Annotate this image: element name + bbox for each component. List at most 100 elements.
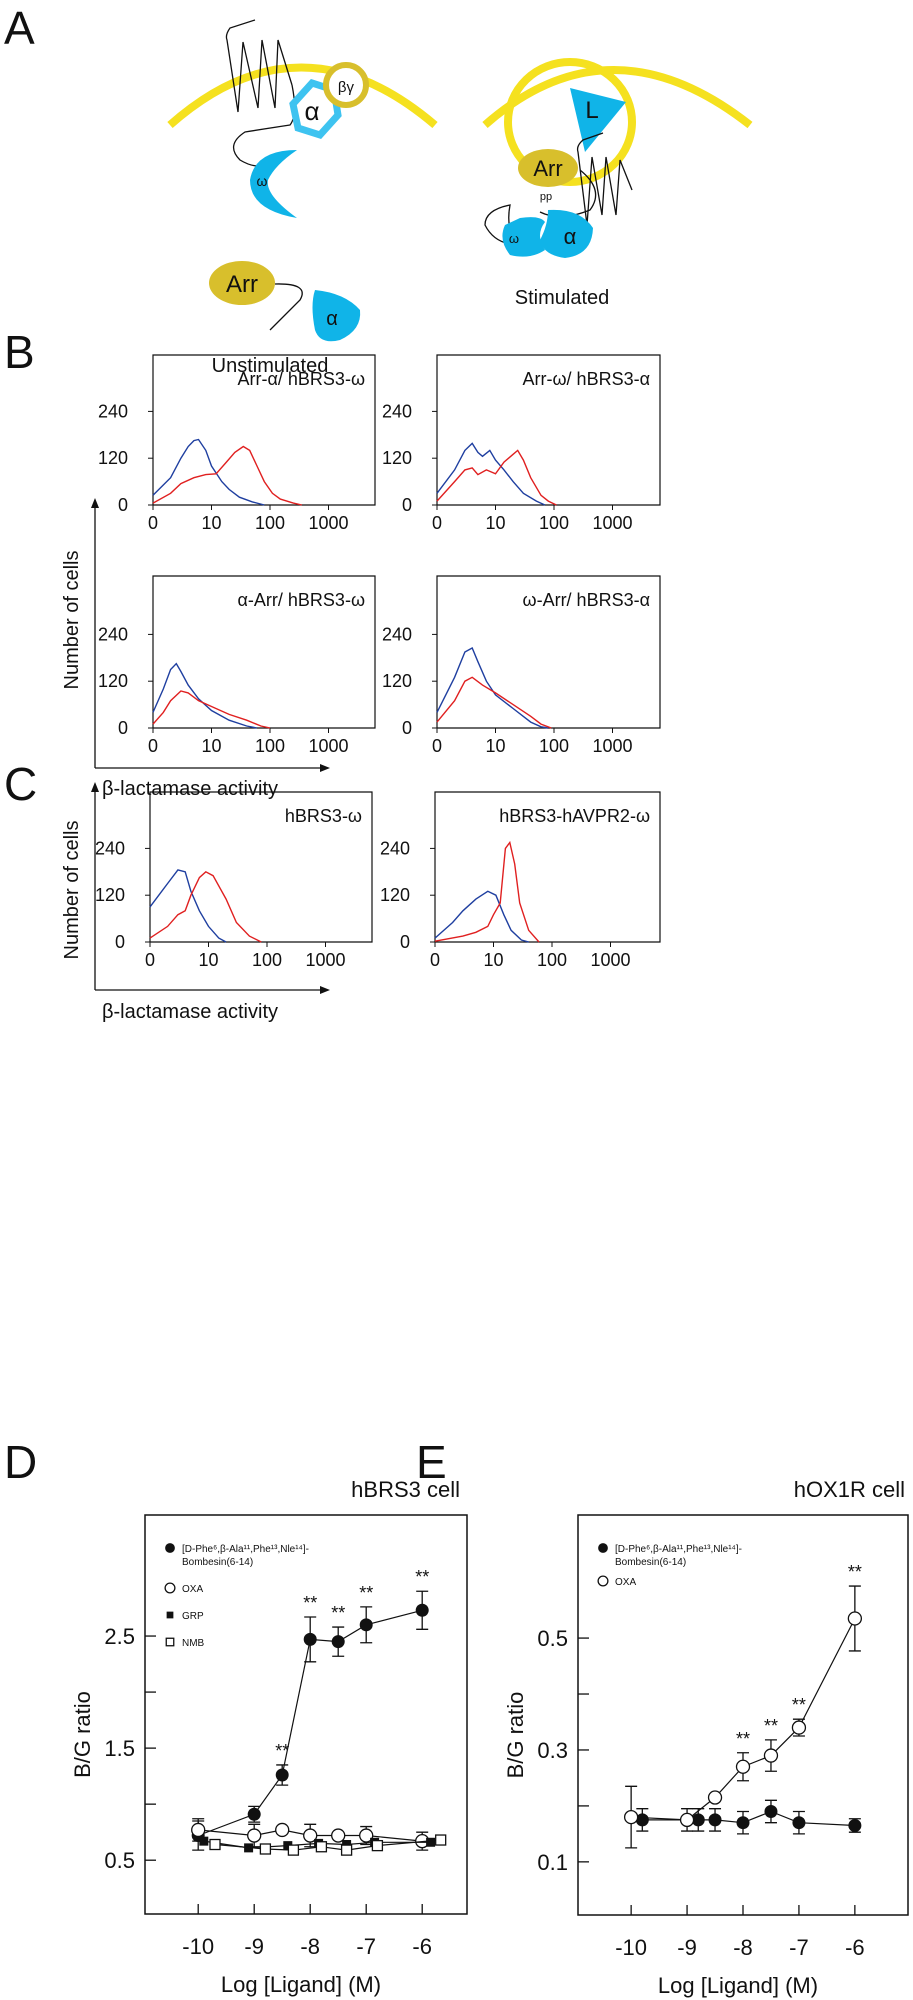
chart-c1: 0 10 100 1000 0 120 240 hBRS3-ω [95, 791, 373, 970]
histogram-series-red [152, 445, 302, 506]
alpha-fragment [540, 209, 593, 258]
x-tick-label: 100 [252, 950, 282, 970]
significance-label: ** [359, 1583, 373, 1603]
data-point [359, 1618, 373, 1632]
panel-letter-b: B [4, 326, 35, 378]
data-point [303, 1632, 317, 1646]
data-point [736, 1816, 750, 1830]
y-tick-label: 0 [402, 495, 412, 515]
x-tick-label: -8 [733, 1935, 753, 1960]
x-tick-label: 1000 [308, 736, 348, 756]
x-tick-label: 1000 [592, 513, 632, 533]
histogram-series-red [436, 449, 557, 506]
y-tick-label: 120 [98, 671, 128, 691]
endocytic-vesicle [504, 58, 636, 186]
data-point [707, 1790, 723, 1805]
histogram-series-blue [152, 438, 265, 506]
arrestin-label: Arr [533, 156, 562, 181]
x-tick-label: -9 [244, 1934, 264, 1959]
histogram-title: hBRS3-hAVPR2-ω [499, 806, 650, 826]
y-tick-label: 120 [382, 448, 412, 468]
membrane-arc [482, 66, 753, 129]
omega-fragment [250, 150, 297, 218]
y-tick-label: 2.5 [104, 1624, 135, 1649]
data-point [340, 1844, 353, 1856]
legend-marker [165, 1543, 175, 1553]
arrow-head-icon [91, 498, 99, 508]
histogram-series-red [149, 870, 262, 943]
omega-label: ω [257, 173, 268, 189]
x-tick-label: -9 [677, 1935, 697, 1960]
x-tick-label: -10 [182, 1934, 214, 1959]
x-tick-label: 0 [432, 736, 442, 756]
x-axis-label: β-lactamase activity [102, 1001, 278, 1023]
x-tick-label: 10 [198, 950, 218, 970]
x-tick-label: 10 [201, 736, 221, 756]
x-tick-label: -8 [300, 1934, 320, 1959]
plot-frame [144, 1514, 468, 1915]
data-point [848, 1818, 862, 1832]
data-point [679, 1812, 695, 1828]
series-line-oxa [631, 1618, 856, 1821]
y-axis-label: B/G ratio [70, 1691, 95, 1778]
g-alpha-label: α [304, 96, 319, 126]
x-tick-label: -6 [412, 1934, 432, 1959]
histogram-series-blue [149, 869, 227, 943]
ligand-triangle [570, 88, 626, 152]
y-tick-label: 0 [118, 718, 128, 738]
plot-frame [152, 575, 376, 729]
y-tick-label: 240 [95, 838, 125, 858]
y-tick-label: 120 [380, 885, 410, 905]
arrow-head-icon [91, 782, 99, 792]
legend-marker [165, 1637, 175, 1647]
g-betagamma-circle [323, 62, 369, 108]
y-tick-label: 240 [382, 624, 412, 644]
x-tick-label: -7 [356, 1934, 376, 1959]
histogram-series-blue [434, 890, 529, 943]
histogram-series-blue [436, 442, 546, 506]
x-tick-label: 100 [539, 513, 569, 533]
y-tick-label: 240 [382, 401, 412, 421]
data-point [426, 1837, 436, 1847]
data-point [247, 1807, 261, 1821]
data-point [191, 1822, 206, 1838]
y-tick-label: 240 [380, 838, 410, 858]
data-point [209, 1838, 221, 1851]
legend-label: [D-Phe⁶,β-Ala¹¹,Phe¹³,Nle¹⁴]- [182, 1544, 309, 1555]
chart-b3: 0 10 100 1000 0 120 240 α-Arr/ hBRS3-ω [98, 575, 376, 756]
chart-b4: 0 10 100 1000 0 120 240 ω-Arr/ hBRS3-α [382, 575, 661, 756]
chart-b1: 0 10 100 1000 0 120 240 Arr-α/ hBRS3-ω [98, 354, 376, 533]
y-tick-label: 120 [98, 448, 128, 468]
data-point [791, 1720, 807, 1735]
histogram-series-blue [152, 662, 258, 729]
arrow-head-icon [320, 986, 330, 994]
plot-frame [149, 791, 373, 943]
x-tick-label: 0 [148, 513, 158, 533]
x-tick-label: 100 [255, 736, 285, 756]
panel-b-axes-arrows: Number of cells β-lactamase activity [61, 498, 330, 800]
x-axis-label: β-lactamase activity [102, 778, 278, 800]
x-axis-label: Log [Ligand] (M) [221, 1972, 381, 1997]
phosphorylation-label: pp [540, 191, 552, 203]
y-axis-label: B/G ratio [503, 1692, 528, 1779]
chart-b2: 0 10 100 1000 0 120 240 Arr-ω/ hBRS3-α [382, 354, 661, 533]
histogram-series-red [436, 676, 552, 729]
y-tick-label: 0 [115, 932, 125, 952]
y-tick-label: 0.1 [537, 1850, 568, 1875]
y-axis-label: Number of cells [61, 551, 83, 690]
diagram-unstimulated: α βγ ω Arr α Unstimulated [167, 19, 438, 377]
legend-label: Bombesin(6-14) [182, 1557, 253, 1568]
x-tick-label: 0 [432, 513, 442, 533]
plot-frame [434, 791, 661, 943]
x-tick-label: 100 [539, 736, 569, 756]
receptor-zigzag [576, 132, 633, 226]
panel-letter-e: E [416, 1436, 447, 1488]
data-point [315, 1841, 328, 1853]
y-tick-label: 0 [400, 932, 410, 952]
significance-label: ** [275, 1741, 289, 1761]
data-point [275, 1768, 289, 1782]
data-point [763, 1748, 779, 1763]
caption-stimulated: Stimulated [515, 287, 610, 309]
